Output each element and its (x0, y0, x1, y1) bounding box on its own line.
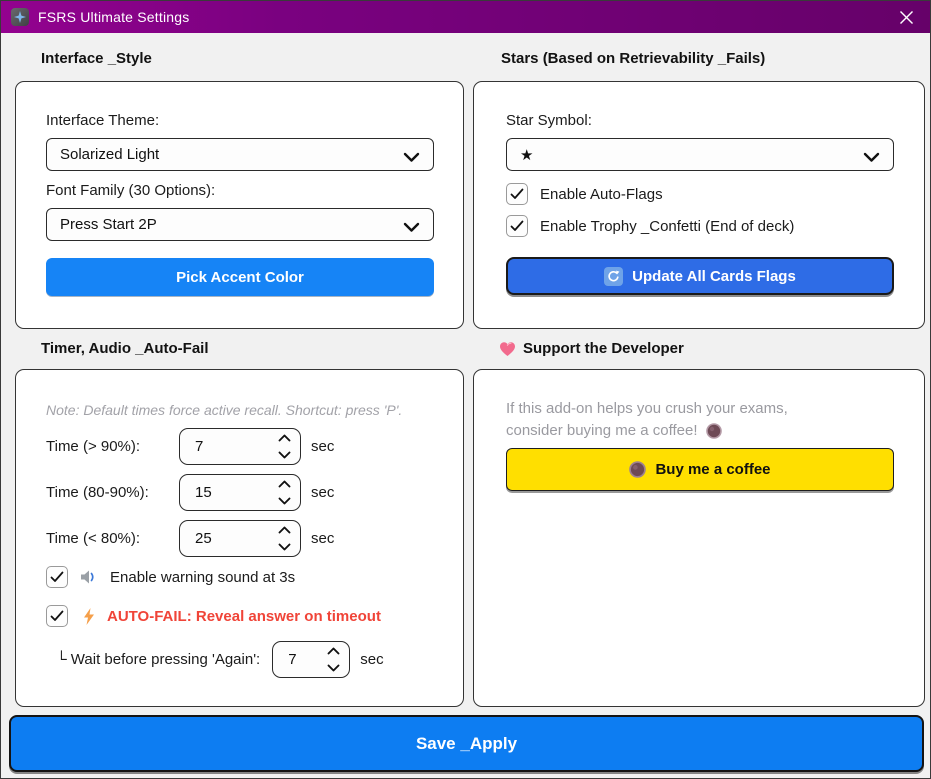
speaker-icon (81, 570, 94, 584)
auto-flags-checkbox[interactable] (506, 183, 528, 205)
chevron-down-icon[interactable] (278, 451, 291, 459)
unit-label: sec (311, 438, 335, 455)
wait-again-label: └ Wait before pressing 'Again': (56, 651, 261, 668)
heading-timer: Timer, Audio _Auto-Fail (41, 340, 209, 357)
confetti-label: Enable Trophy _Confetti (End of deck) (540, 217, 795, 235)
time-row-mid: Time (80-90%): 15 sec (46, 474, 334, 511)
time-low-label: Time (< 80%): (46, 530, 141, 547)
button-label: Update All Cards Flags (632, 267, 796, 285)
checkmark-icon (50, 571, 64, 582)
time-mid-spinbox[interactable]: 15 (179, 474, 301, 511)
auto-flags-label: Enable Auto-Flags (540, 185, 663, 203)
selected-font: Press Start 2P (60, 216, 157, 233)
chevron-up-icon[interactable] (278, 526, 291, 534)
pick-accent-color-button[interactable]: Pick Accent Color (46, 258, 434, 296)
close-button[interactable] (886, 3, 926, 31)
heart-icon (500, 341, 515, 356)
unit-label: sec (311, 484, 335, 501)
update-all-cards-flags-button[interactable]: Update All Cards Flags (506, 257, 894, 295)
chevron-down-icon[interactable] (327, 664, 340, 672)
chevron-up-icon[interactable] (278, 434, 291, 442)
checkmark-icon (510, 188, 524, 199)
chevron-up-icon[interactable] (278, 480, 291, 488)
confetti-checkbox-row: Enable Trophy _Confetti (End of deck) (506, 215, 794, 237)
spin-value: 7 (195, 438, 204, 455)
wait-again-row: └ Wait before pressing 'Again': 7 sec (56, 641, 384, 678)
heading-support: Support the Developer (499, 340, 684, 357)
auto-fail-label: AUTO-FAIL: Reveal answer on timeout (107, 607, 381, 625)
font-family-select[interactable]: Press Start 2P (46, 208, 434, 241)
time-mid-label: Time (80-90%): (46, 484, 149, 501)
button-label: Buy me a coffee (655, 461, 771, 478)
heading-text: Stars (Based on Retrievability _Fails) (501, 50, 766, 67)
groupbox-support (473, 369, 925, 707)
heading-text: Timer, Audio _Auto-Fail (41, 340, 209, 357)
heading-stars: Stars (Based on Retrievability _Fails) (501, 50, 765, 67)
support-line1: If this add-on helps you crush your exam… (506, 400, 788, 417)
chevron-down-icon (403, 220, 420, 238)
app-icon (11, 8, 29, 26)
spin-value: 25 (195, 530, 212, 547)
buy-me-a-coffee-button[interactable]: Buy me a coffee (506, 448, 894, 491)
checkmark-icon (510, 220, 524, 231)
wait-again-spinbox[interactable]: 7 (272, 641, 351, 678)
title-bar: FSRS Ultimate Settings (1, 1, 930, 33)
chevron-down-icon (403, 150, 420, 168)
confetti-checkbox[interactable] (506, 215, 528, 237)
star-symbol-select[interactable]: ★ (506, 138, 894, 171)
refresh-icon (604, 266, 624, 286)
auto-fail-checkbox[interactable] (46, 605, 68, 627)
button-label: Save _Apply (415, 733, 518, 753)
spinner-buttons[interactable] (327, 644, 340, 675)
timer-note: Note: Default times force active recall.… (46, 402, 403, 418)
checkmark-icon (50, 610, 64, 621)
time-row-low: Time (< 80%): 25 sec (46, 520, 334, 557)
selected-theme: Solarized Light (60, 146, 160, 163)
heading-text: Interface _Style (41, 50, 152, 67)
selected-star-symbol: ★ (520, 146, 534, 164)
time-row-high: Time (> 90%): 7 sec (46, 428, 334, 465)
time-high-label: Time (> 90%): (46, 438, 141, 455)
warning-sound-label: Enable warning sound at 3s (110, 568, 296, 586)
support-line2: consider buying me a coffee! (506, 422, 698, 439)
auto-fail-row: AUTO-FAIL: Reveal answer on timeout (46, 605, 381, 627)
interface-theme-label: Interface Theme: (46, 112, 160, 129)
heading-text: Support the Developer (523, 340, 684, 357)
button-label: Pick Accent Color (176, 268, 304, 286)
star-symbol-label: Star Symbol: (506, 112, 592, 129)
time-low-spinbox[interactable]: 25 (179, 520, 301, 557)
support-line2-row: consider buying me a coffee! (506, 422, 722, 439)
unit-label: sec (311, 530, 335, 547)
spinner-buttons[interactable] (278, 523, 291, 554)
chevron-down-icon[interactable] (278, 497, 291, 505)
save-apply-button[interactable]: Save _Apply (9, 715, 924, 772)
font-family-label: Font Family (30 Options): (46, 182, 216, 199)
auto-flags-checkbox-row: Enable Auto-Flags (506, 183, 663, 205)
interface-theme-select[interactable]: Solarized Light (46, 138, 434, 171)
coffee-icon (705, 422, 722, 439)
spinner-buttons[interactable] (278, 431, 291, 462)
spinner-buttons[interactable] (278, 477, 291, 508)
window-title: FSRS Ultimate Settings (38, 9, 190, 25)
chevron-down-icon (863, 150, 880, 168)
sparkle-star-icon (14, 11, 26, 23)
close-icon (899, 10, 913, 24)
chevron-up-icon[interactable] (327, 647, 340, 655)
unit-label: sec (360, 651, 384, 668)
warning-sound-checkbox[interactable] (46, 566, 68, 588)
lightning-bolt-icon (84, 607, 94, 625)
warning-sound-row: Enable warning sound at 3s (46, 566, 295, 588)
coffee-icon (629, 461, 647, 478)
chevron-down-icon[interactable] (278, 543, 291, 551)
spin-value: 15 (195, 484, 212, 501)
spin-value: 7 (288, 651, 297, 668)
heading-interface-style: Interface _Style (41, 50, 152, 67)
time-high-spinbox[interactable]: 7 (179, 428, 301, 465)
